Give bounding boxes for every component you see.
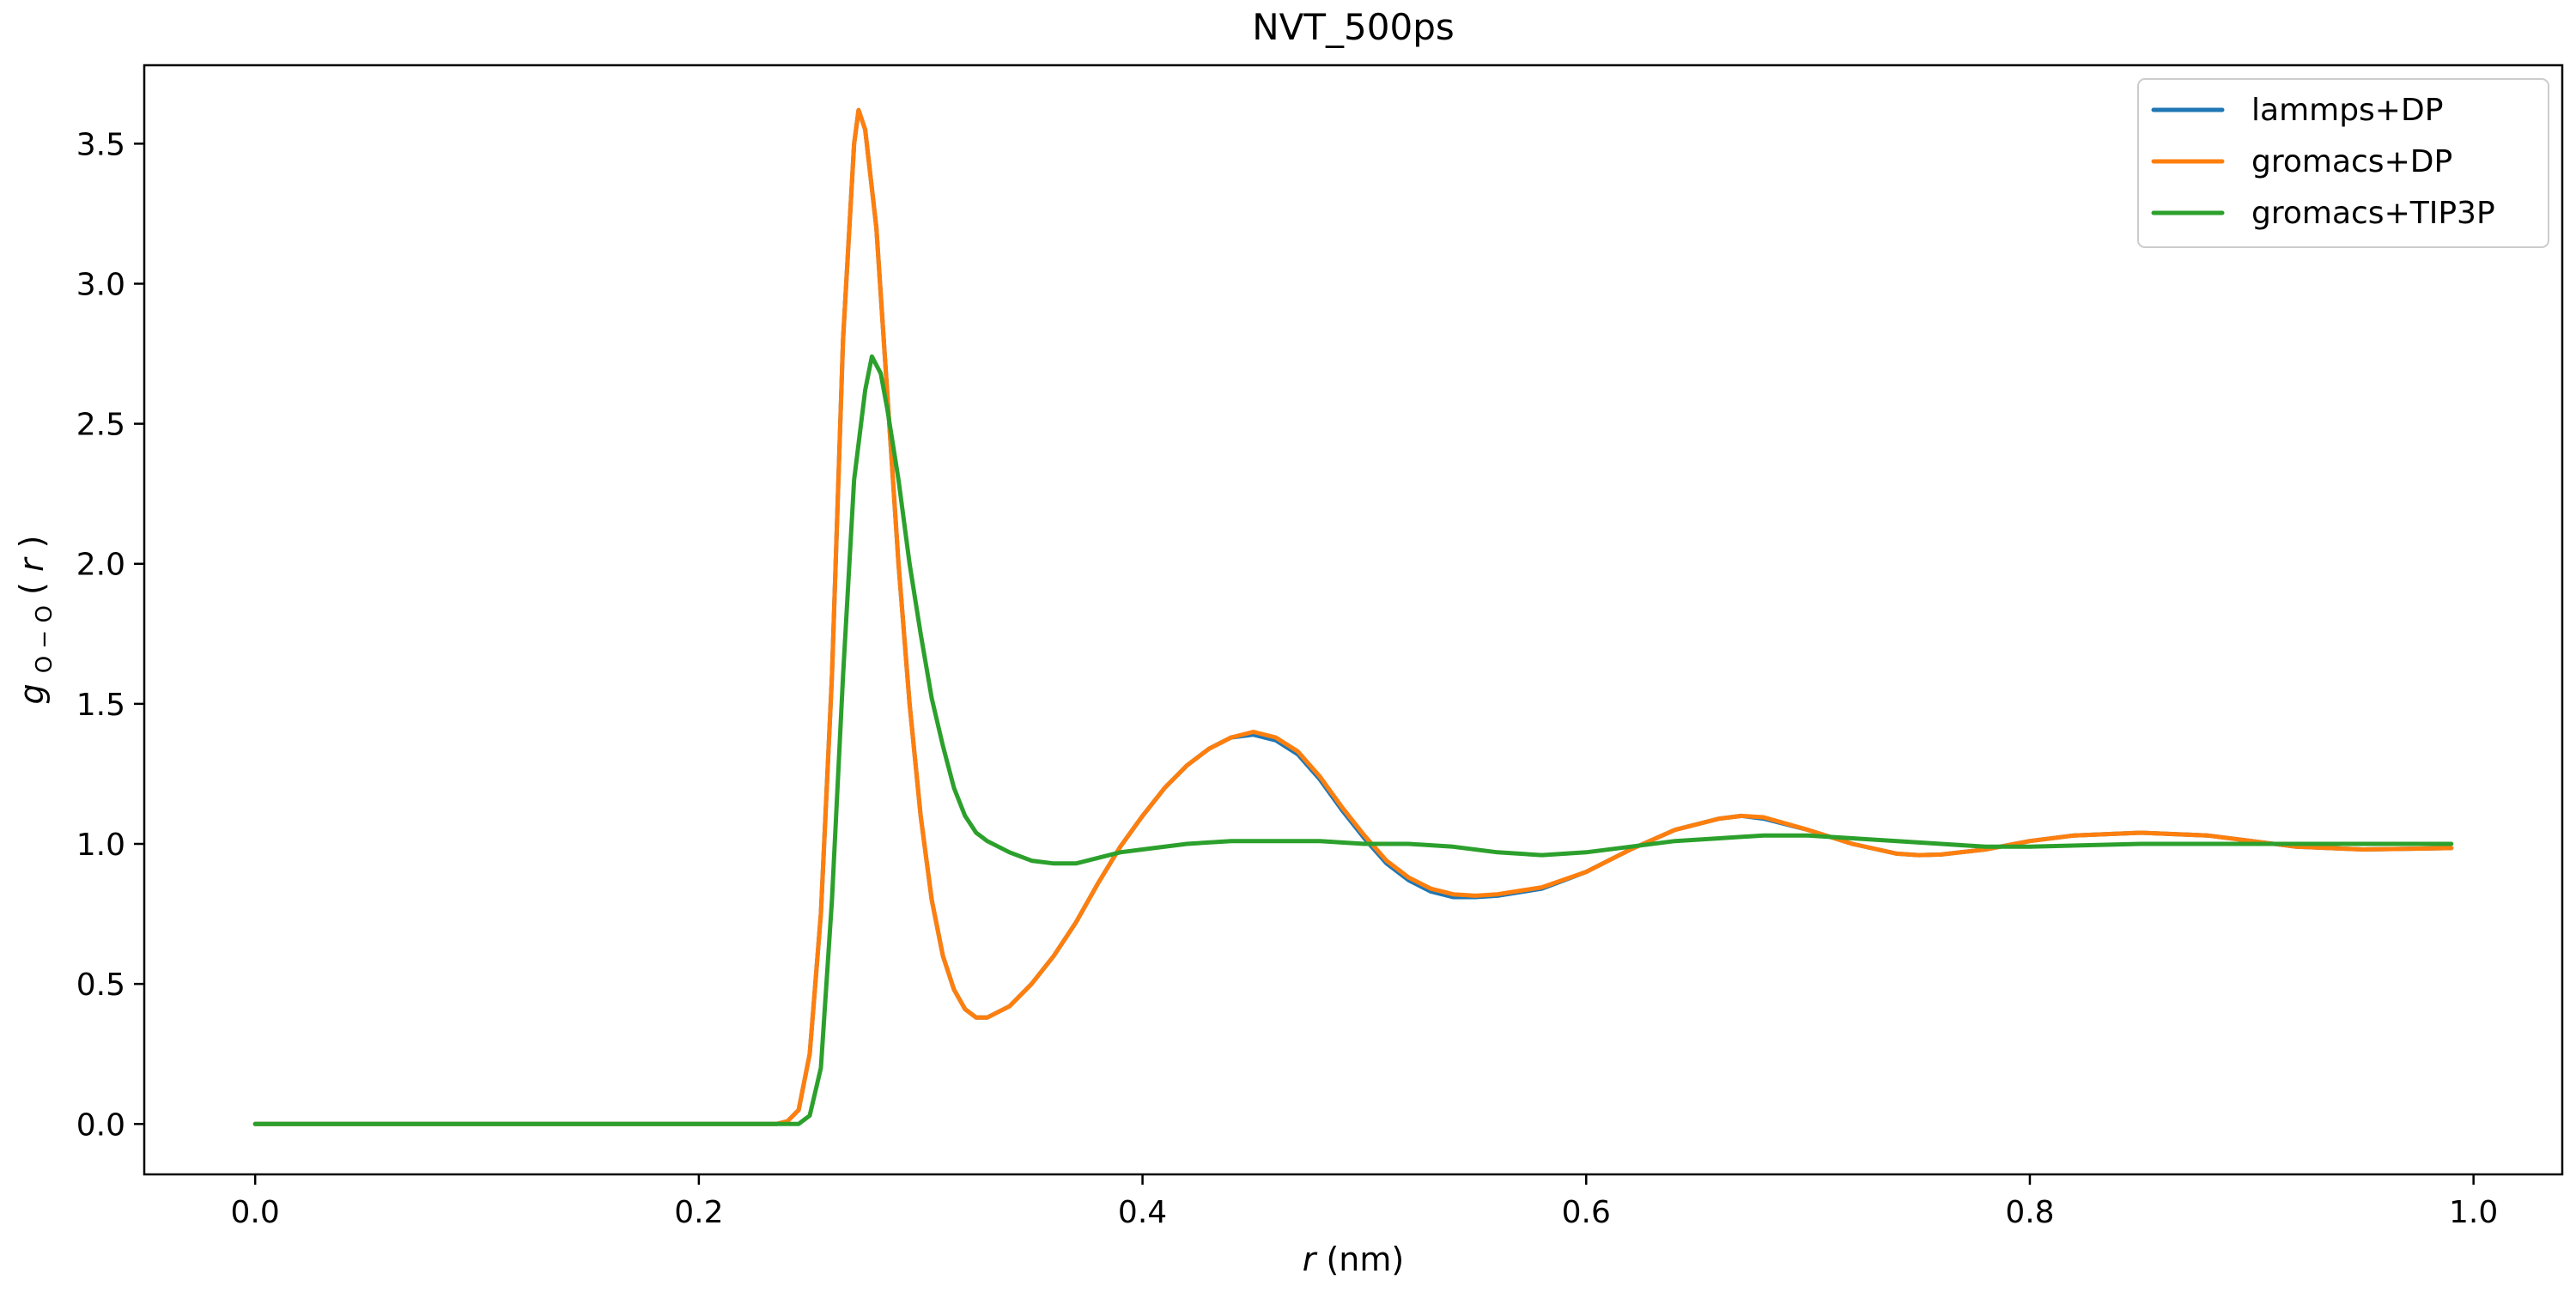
y-tick-label: 2.0 bbox=[76, 548, 125, 583]
ticks-layer: 0.0 0.2 0.4 0.6 0.8 1.0 0.0 0.5 1.0 1.5 2.0 2.5 3.0 3… bbox=[76, 127, 2499, 1230]
y-axis-label-paren-close: ) bbox=[13, 535, 51, 548]
y-axis-label-subscript: O − O bbox=[32, 605, 58, 673]
legend-items: lammps+DP gromacs+DP gromacs+TIP3P bbox=[2151, 93, 2495, 231]
x-axis-label-unit: (nm) bbox=[1326, 1240, 1404, 1278]
y-tick-label: 2.5 bbox=[76, 408, 125, 443]
legend-label-gromacs-tip3p: gromacs+TIP3P bbox=[2251, 196, 2495, 231]
y-tick-label: 0.5 bbox=[76, 967, 125, 1003]
legend-box bbox=[2137, 78, 2549, 248]
x-tick-label: 1.0 bbox=[2449, 1195, 2498, 1230]
y-tick-label: 3.0 bbox=[76, 267, 125, 302]
chart-title: NVT_500ps bbox=[1252, 6, 1455, 48]
y-tick-label: 1.5 bbox=[76, 688, 125, 723]
plot-frame bbox=[143, 64, 2564, 1176]
y-axis-label-g: g bbox=[13, 683, 51, 704]
x-tick-label: 0.4 bbox=[1118, 1195, 1167, 1230]
y-axis-label-paren-open: ( bbox=[13, 582, 51, 595]
y-tick-label: 1.0 bbox=[76, 828, 125, 863]
x-tick-label: 0.6 bbox=[1562, 1195, 1611, 1230]
y-tick-label: 3.5 bbox=[76, 127, 125, 162]
series-line-gromacs-tip3p bbox=[252, 354, 2454, 1126]
y-axis-label: g O − O ( r ) bbox=[13, 535, 59, 704]
y-axis-label-r: r bbox=[13, 556, 51, 572]
y-tick-label: 0.0 bbox=[76, 1107, 125, 1143]
x-tick-label: 0.2 bbox=[674, 1195, 723, 1230]
legend-label-lammps-dp: lammps+DP bbox=[2251, 93, 2443, 128]
x-tick-label: 0.8 bbox=[2005, 1195, 2054, 1230]
x-axis-label-var: r bbox=[1303, 1240, 1318, 1278]
series-line-gromacs-dp bbox=[252, 107, 2454, 1126]
legend-label-gromacs-dp: gromacs+DP bbox=[2251, 144, 2452, 179]
x-tick-label: 0.0 bbox=[231, 1195, 280, 1230]
series-layer bbox=[252, 107, 2454, 1126]
x-axis-label: r (nm) bbox=[1303, 1240, 1404, 1278]
legend: lammps+DP gromacs+DP gromacs+TIP3P bbox=[2137, 78, 2549, 248]
